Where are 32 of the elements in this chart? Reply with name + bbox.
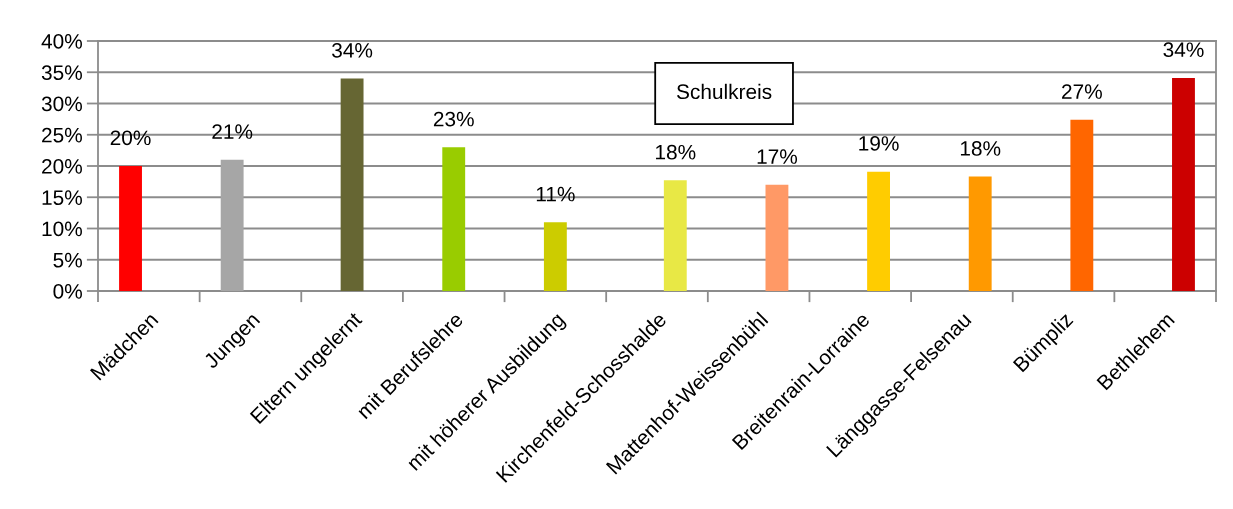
y-tick-label: 20% (42, 159, 82, 174)
data-label: 23% (433, 111, 474, 127)
bar (220, 159, 244, 291)
bar (765, 184, 789, 291)
bar (543, 222, 567, 291)
bar (1172, 77, 1195, 291)
data-label: 18% (656, 144, 696, 160)
bar (867, 171, 890, 291)
data-label: 17% (757, 149, 798, 164)
data-label: 27% (1062, 84, 1102, 99)
bar (442, 147, 466, 291)
y-tick-label: 10% (42, 221, 82, 237)
annotation: Schulkreis (676, 83, 772, 100)
data-label: 21% (212, 124, 253, 139)
bar (1070, 119, 1094, 291)
y-tick-label: 0% (53, 284, 82, 299)
data-label: 18% (960, 141, 1001, 156)
bar (968, 176, 992, 291)
y-tick-label: 15% (42, 190, 82, 205)
y-tick-label: 35% (41, 65, 82, 80)
data-label: 34% (332, 42, 373, 58)
y-tick-label: 25% (42, 127, 82, 143)
data-label: 34% (1163, 42, 1204, 58)
data-label: 19% (859, 136, 899, 151)
y-tick-label: 40% (41, 34, 82, 49)
y-tick-label: 30% (41, 96, 82, 112)
data-label: 20% (110, 130, 151, 146)
y-tick-label: 5% (53, 252, 82, 268)
bar (340, 78, 364, 291)
bar (663, 180, 687, 291)
data-label: 11% (536, 186, 575, 202)
bar (119, 166, 142, 291)
